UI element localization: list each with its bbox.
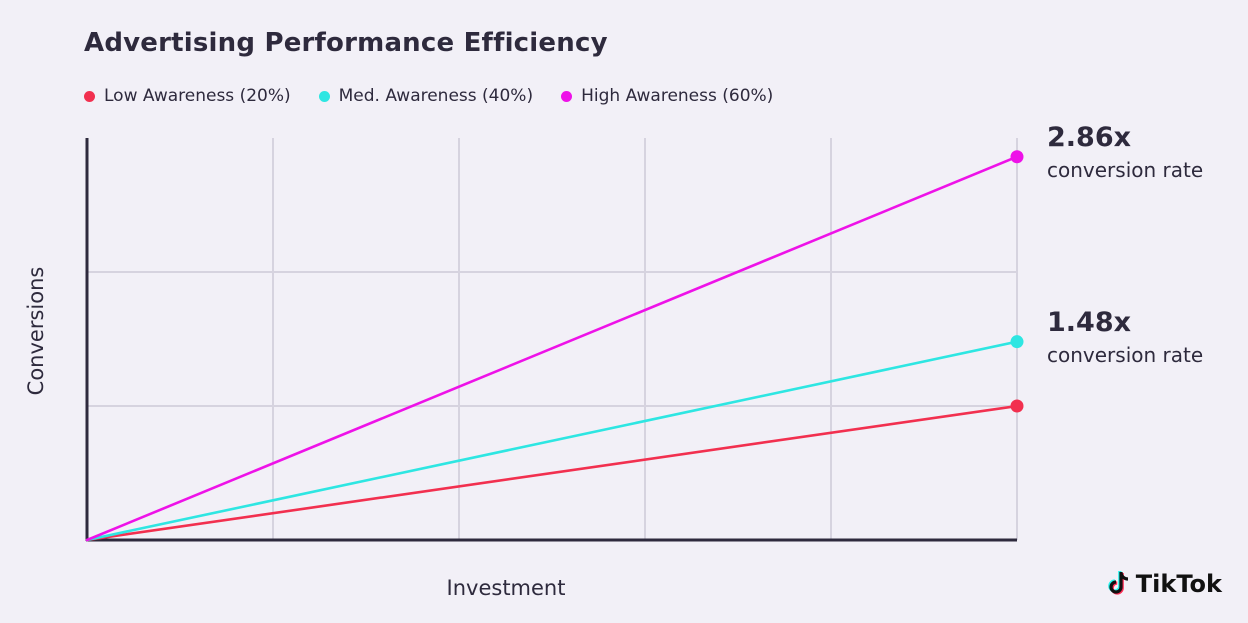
series-endpoint-0 bbox=[1010, 399, 1024, 413]
callout-high-value: 2.86x bbox=[1047, 121, 1132, 153]
series-line-0 bbox=[85, 404, 1019, 542]
series-endpoint-2 bbox=[1010, 150, 1024, 164]
chart-title: Advertising Performance Efficiency bbox=[84, 28, 608, 58]
legend-dot-med bbox=[318, 90, 330, 102]
tiktok-note-icon bbox=[1108, 571, 1128, 595]
x-axis-label: Investment bbox=[446, 576, 566, 600]
callout-high: 2.86x conversion rate bbox=[1047, 122, 1203, 184]
legend-item-med: Med. Awareness (40%) bbox=[318, 86, 534, 106]
legend-label-med: Med. Awareness (40%) bbox=[338, 86, 534, 106]
callout-med-value: 1.48x bbox=[1047, 306, 1132, 338]
series-line-2 bbox=[85, 155, 1019, 542]
brand-logo: TikTok bbox=[1106, 570, 1222, 598]
legend: Low Awareness (20%) Med. Awareness (40%)… bbox=[84, 86, 773, 106]
legend-dot-high bbox=[561, 90, 573, 102]
callout-med-text: conversion rate bbox=[1047, 342, 1204, 367]
legend-label-low: Low Awareness (20%) bbox=[104, 86, 291, 106]
legend-dot-low bbox=[84, 90, 95, 102]
legend-item-low: Low Awareness (20%) bbox=[84, 86, 291, 106]
series-line-1 bbox=[85, 340, 1019, 542]
callout-high-text: conversion rate bbox=[1047, 157, 1204, 182]
callout-med: 1.48x conversion rate bbox=[1047, 307, 1203, 369]
legend-label-high: High Awareness (60%) bbox=[581, 86, 774, 106]
series-endpoint-1 bbox=[1010, 335, 1024, 349]
legend-item-high: High Awareness (60%) bbox=[561, 86, 773, 106]
brand-name: TikTok bbox=[1135, 570, 1222, 598]
